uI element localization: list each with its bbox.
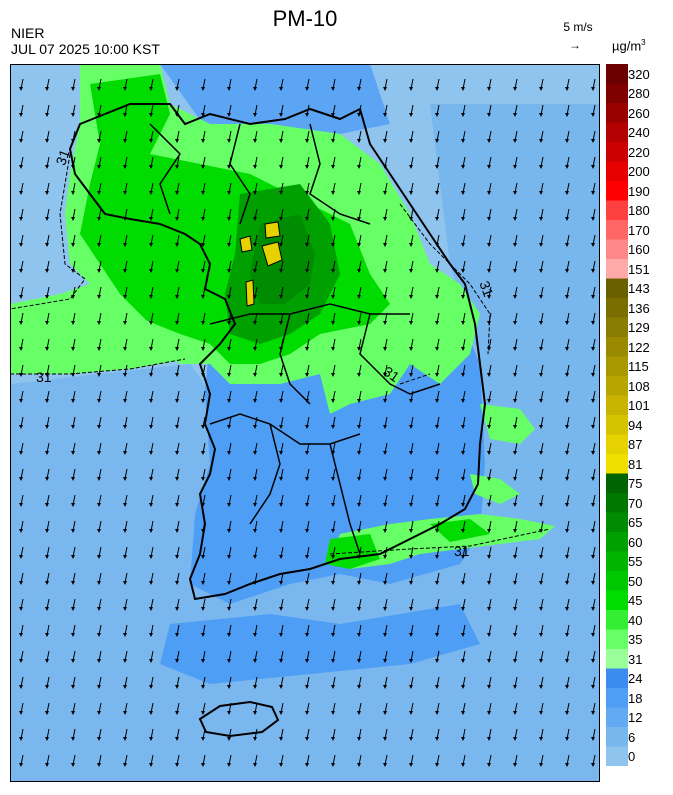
legend-swatch (606, 278, 628, 299)
legend-swatch (606, 668, 628, 689)
legend-swatch (606, 512, 628, 533)
legend-swatch (606, 590, 628, 611)
legend-tick-label: 65 (628, 515, 643, 531)
legend-swatch (606, 571, 628, 591)
legend-tick-label: 240 (628, 125, 650, 141)
legend-tick-label: 143 (628, 281, 650, 297)
legend-swatch (606, 83, 628, 104)
legend-tick-label: 70 (628, 495, 643, 511)
legend-tick-label: 87 (628, 437, 643, 453)
unit-text: µg/m (612, 38, 642, 54)
legend-swatch (606, 473, 628, 494)
legend-tick-label: 60 (628, 534, 643, 550)
legend-swatch (606, 337, 628, 357)
legend-tick-label: 200 (628, 164, 650, 180)
legend-tick-label: 0 (628, 749, 636, 765)
legend-tick-label: 18 (628, 690, 643, 706)
legend-tick-label: 129 (628, 320, 650, 336)
legend-tick-label: 40 (628, 612, 643, 628)
legend-swatch (606, 649, 628, 669)
legend-swatch (606, 239, 628, 260)
legend-tick-label: 75 (628, 476, 643, 492)
legend-tick-label: 151 (628, 261, 650, 277)
legend-swatch (606, 64, 628, 84)
legend-tick-label: 45 (628, 593, 643, 609)
legend-tick-label: 220 (628, 144, 650, 160)
source-label: NIER (11, 25, 45, 41)
legend-tick-label: 320 (628, 66, 650, 82)
legend-tick-label: 122 (628, 339, 650, 355)
legend-tick-label: 24 (628, 671, 643, 687)
wind-reference-arrow-icon: → (569, 38, 581, 52)
legend-swatch (606, 454, 628, 474)
legend-swatch (606, 122, 628, 143)
legend-swatch (606, 415, 628, 435)
legend-tick-label: 280 (628, 86, 650, 102)
legend-tick-label: 35 (628, 632, 643, 648)
legend-swatch (606, 161, 628, 182)
legend-swatch (606, 629, 628, 650)
chart-title: PM-10 (272, 6, 338, 31)
pm10-map: 31 31 31 31 31 (10, 64, 600, 782)
legend-swatch (606, 259, 628, 279)
legend-tick-label: 160 (628, 242, 650, 258)
legend-tick-label: 55 (628, 554, 643, 570)
legend-tick-label: 31 (628, 651, 643, 667)
legend-swatch (606, 707, 628, 728)
legend-swatch (606, 610, 628, 630)
legend-swatch (606, 298, 628, 318)
legend-tick-label: 108 (628, 378, 650, 394)
legend-swatch (606, 551, 628, 572)
datetime-label: JUL 07 2025 10:00 KST (11, 41, 160, 57)
unit-superscript: 3 (641, 38, 646, 47)
legend-swatch (606, 746, 628, 766)
legend-swatch (606, 395, 628, 416)
legend-tick-label: 260 (628, 105, 650, 121)
legend-swatch (606, 493, 628, 513)
legend-swatch (606, 532, 628, 552)
legend-tick-label: 115 (628, 359, 649, 375)
legend-tick-label: 12 (628, 710, 643, 726)
legend-swatch (606, 200, 628, 221)
color-scale-bar (606, 64, 628, 766)
map-frame (10, 64, 600, 782)
source-and-time: NIER JUL 07 2025 10:00 KST (11, 25, 160, 57)
legend-tick-label: 94 (628, 417, 643, 433)
color-scale-ticks: 320 280 260 240 220 200 190 180 170 160 151 143 136 1… (610, 64, 670, 766)
wind-reference-label: 5 m/s (563, 20, 593, 34)
wind-vector-field (10, 64, 600, 782)
legend-swatch (606, 376, 628, 396)
legend-tick-label: 101 (628, 398, 650, 414)
legend-tick-label: 136 (628, 300, 650, 316)
legend-tick-label: 170 (628, 222, 650, 238)
legend-swatch (606, 103, 628, 123)
legend-swatch (606, 317, 628, 338)
unit-label: µg/m3 (612, 38, 646, 53)
legend-swatch (606, 434, 628, 455)
legend-swatch (606, 688, 628, 708)
legend-tick-label: 190 (628, 183, 650, 199)
legend-tick-label: 6 (628, 729, 636, 745)
legend-swatch (606, 181, 628, 201)
legend-swatch (606, 727, 628, 747)
legend-swatch (606, 356, 628, 377)
legend-swatch (606, 220, 628, 240)
legend-tick-label: 180 (628, 203, 650, 219)
legend-tick-label: 81 (628, 456, 643, 472)
legend-tick-label: 50 (628, 573, 643, 589)
legend-swatch (606, 142, 628, 162)
